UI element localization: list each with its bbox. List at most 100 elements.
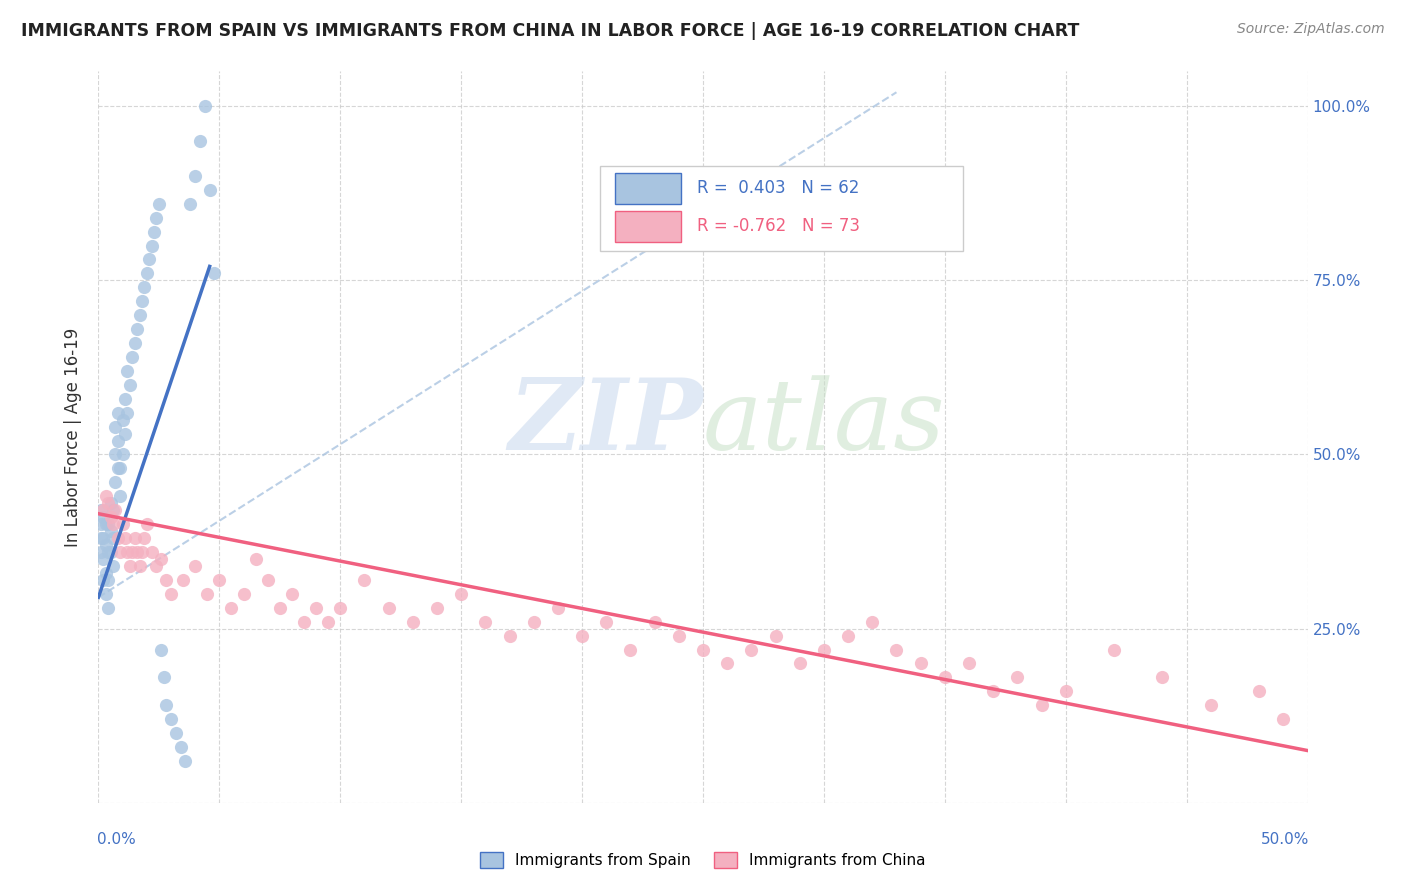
Point bbox=[292, 615, 315, 629]
FancyBboxPatch shape bbox=[600, 167, 963, 251]
Legend: Immigrants from Spain, Immigrants from China: Immigrants from Spain, Immigrants from C… bbox=[481, 853, 925, 868]
Point bbox=[619, 642, 641, 657]
Point bbox=[547, 600, 569, 615]
Point bbox=[90, 517, 112, 532]
Point bbox=[135, 517, 157, 532]
Point bbox=[474, 615, 496, 629]
Point bbox=[150, 552, 173, 566]
Point bbox=[111, 517, 134, 532]
Point bbox=[107, 461, 129, 475]
Point bbox=[571, 629, 593, 643]
Y-axis label: In Labor Force | Age 16-19: In Labor Force | Age 16-19 bbox=[65, 327, 83, 547]
Point bbox=[195, 587, 218, 601]
Point bbox=[145, 211, 167, 225]
Point bbox=[91, 552, 114, 566]
Point bbox=[94, 517, 117, 532]
Point bbox=[94, 538, 117, 552]
Point bbox=[101, 503, 124, 517]
Point bbox=[155, 573, 177, 587]
Point bbox=[179, 196, 201, 211]
Text: IMMIGRANTS FROM SPAIN VS IMMIGRANTS FROM CHINA IN LABOR FORCE | AGE 16-19 CORREL: IMMIGRANTS FROM SPAIN VS IMMIGRANTS FROM… bbox=[21, 22, 1080, 40]
Point bbox=[134, 531, 156, 545]
Point bbox=[128, 558, 150, 573]
Bar bbox=[614, 211, 682, 242]
Point bbox=[101, 517, 124, 532]
Point bbox=[124, 336, 146, 351]
Point bbox=[100, 496, 122, 510]
Point bbox=[97, 545, 120, 559]
Point bbox=[160, 712, 183, 726]
Point bbox=[155, 698, 177, 713]
Point bbox=[184, 169, 207, 183]
Point bbox=[221, 600, 243, 615]
Point bbox=[316, 615, 339, 629]
Point bbox=[837, 629, 859, 643]
Point bbox=[145, 558, 167, 573]
Point bbox=[353, 573, 375, 587]
Point bbox=[232, 587, 254, 601]
Point bbox=[934, 670, 956, 684]
Point bbox=[150, 642, 173, 657]
Point bbox=[160, 587, 183, 601]
Point bbox=[128, 308, 150, 322]
Point bbox=[91, 573, 114, 587]
Point bbox=[148, 196, 170, 211]
Point bbox=[169, 740, 191, 755]
Point bbox=[131, 294, 153, 309]
Point bbox=[1152, 670, 1174, 684]
Point bbox=[402, 615, 425, 629]
Point bbox=[121, 545, 143, 559]
Point bbox=[91, 510, 114, 524]
Point bbox=[90, 531, 112, 545]
Point bbox=[789, 657, 811, 671]
Point bbox=[90, 503, 112, 517]
Point bbox=[981, 684, 1004, 698]
Bar bbox=[614, 173, 682, 203]
Point bbox=[1199, 698, 1222, 713]
Point bbox=[138, 252, 160, 267]
Point bbox=[204, 266, 226, 280]
Point bbox=[208, 573, 231, 587]
Point bbox=[141, 545, 163, 559]
Point bbox=[97, 600, 120, 615]
Text: Source: ZipAtlas.com: Source: ZipAtlas.com bbox=[1237, 22, 1385, 37]
Point bbox=[117, 364, 139, 378]
Point bbox=[329, 600, 352, 615]
Point bbox=[108, 461, 131, 475]
Point bbox=[668, 629, 690, 643]
Point bbox=[97, 573, 120, 587]
Point bbox=[134, 280, 156, 294]
Point bbox=[910, 657, 932, 671]
Point bbox=[281, 587, 304, 601]
Point bbox=[1249, 684, 1271, 698]
Point bbox=[91, 531, 114, 545]
Point bbox=[104, 419, 127, 434]
Point bbox=[740, 642, 762, 657]
Point bbox=[256, 573, 278, 587]
Point bbox=[124, 531, 146, 545]
Point bbox=[198, 183, 221, 197]
Point bbox=[107, 406, 129, 420]
Point bbox=[117, 406, 139, 420]
Point bbox=[1031, 698, 1053, 713]
Point bbox=[245, 552, 267, 566]
Point bbox=[269, 600, 291, 615]
Point bbox=[111, 412, 134, 426]
Text: R =  0.403   N = 62: R = 0.403 N = 62 bbox=[697, 179, 859, 197]
Point bbox=[100, 510, 122, 524]
Point bbox=[100, 545, 122, 559]
Point bbox=[118, 377, 141, 392]
Text: 50.0%: 50.0% bbox=[1260, 832, 1309, 847]
Point bbox=[121, 350, 143, 364]
Point bbox=[114, 392, 136, 406]
Point bbox=[644, 615, 666, 629]
Point bbox=[91, 503, 114, 517]
Point bbox=[498, 629, 520, 643]
Point bbox=[305, 600, 328, 615]
Text: 0.0%: 0.0% bbox=[97, 832, 136, 847]
Point bbox=[108, 489, 131, 503]
Point bbox=[1272, 712, 1295, 726]
Point bbox=[118, 558, 141, 573]
Point bbox=[426, 600, 449, 615]
Point bbox=[94, 566, 117, 580]
